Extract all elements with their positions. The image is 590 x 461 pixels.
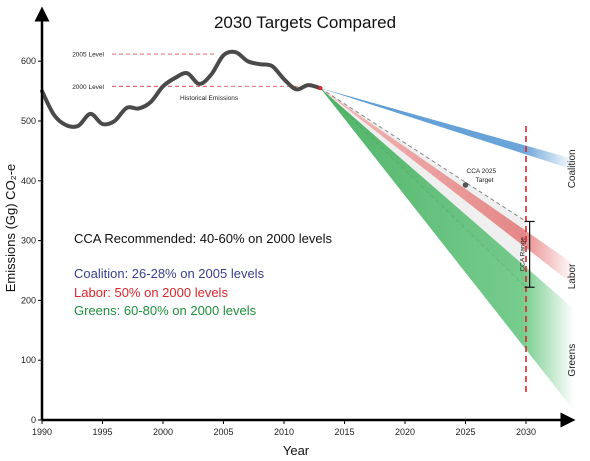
y-tick-label: 100 <box>21 355 36 365</box>
x-tick-label: 2015 <box>334 427 354 437</box>
x-tick-label: 1995 <box>92 427 112 437</box>
greens-label: Greens <box>567 344 578 377</box>
y-tick-label: 500 <box>21 116 36 126</box>
labor-target-text: Labor: 50% on 2000 levels <box>74 285 228 300</box>
x-axis-label: Year <box>283 443 310 458</box>
x-tick-label: 2005 <box>213 427 233 437</box>
projection-start-point <box>318 86 323 91</box>
labor-projection <box>320 88 575 286</box>
y-tick-label: 600 <box>21 56 36 66</box>
x-tick-label: 2010 <box>274 427 294 437</box>
reference-lines: 2005 Level 2000 Level <box>72 52 318 91</box>
cca-2025-target-sublabel: Target <box>476 177 494 184</box>
x-tick-label: 1990 <box>32 427 52 437</box>
x-ticks: 1990 1995 2000 2005 2010 2015 2020 2025 2030 <box>32 420 536 437</box>
cca-upper-dashed-line <box>320 87 527 222</box>
cca-range-bracket <box>524 220 535 288</box>
y-ticks: 0 100 200 300 400 500 600 <box>21 56 42 425</box>
x-tick-label: 2020 <box>395 427 415 437</box>
projections-layer <box>319 87 575 412</box>
coalition-projection <box>320 88 575 171</box>
reference-line-label: 2005 Level <box>72 52 104 59</box>
coalition-label: Coalition <box>567 149 578 188</box>
cca-recommended-text: CCA Recommended: 40-60% on 2000 levels <box>74 231 332 246</box>
y-tick-label: 400 <box>21 176 36 186</box>
cca-range-label: CCA Range <box>520 237 527 272</box>
labor-label: Labor <box>567 263 578 289</box>
cca-2025-target-marker <box>462 182 469 188</box>
x-tick-label: 2030 <box>516 427 536 437</box>
coalition-target-text: Coalition: 26-28% on 2005 levels <box>74 266 265 281</box>
chart-title: 2030 Targets Compared <box>214 13 396 32</box>
x-tick-label: 2000 <box>153 427 173 437</box>
cca-2025-target-label: CCA 2025 <box>467 168 497 175</box>
reference-line-label: 2000 Level <box>72 84 104 91</box>
historical-emissions-label: Historical Emissions <box>180 95 239 102</box>
series-layer <box>40 49 323 129</box>
historical-emissions-line <box>40 49 323 129</box>
greens-projection <box>320 88 575 412</box>
y-tick-label: 200 <box>21 295 36 305</box>
y-tick-label: 0 <box>31 415 36 425</box>
y-axis-label: Emissions (Gg) CO₂-e <box>3 164 18 293</box>
greens-target-text: Greens: 60-80% on 2000 levels <box>74 303 257 318</box>
x-tick-label: 2025 <box>455 427 475 437</box>
y-tick-label: 300 <box>21 236 36 246</box>
